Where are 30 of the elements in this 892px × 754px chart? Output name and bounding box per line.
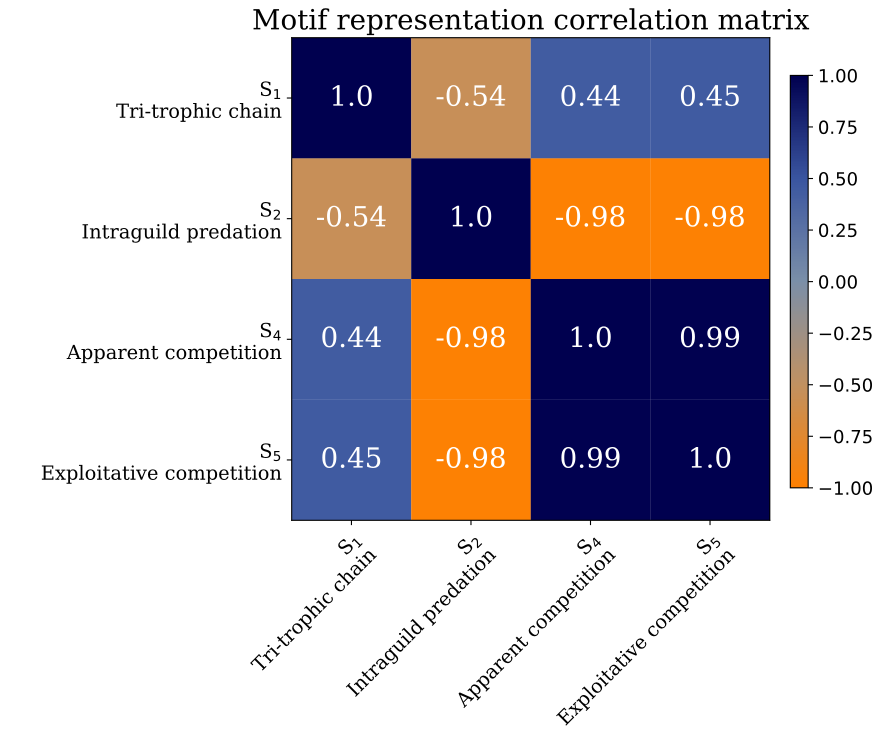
data-label: -0.98 — [676, 206, 744, 227]
y-tick-label: S$_{5}$ Exploitative competition — [42, 443, 282, 484]
data-label: 0.99 — [680, 326, 740, 348]
data-label: 0.45 — [322, 446, 380, 468]
data-label: -0.98 — [436, 446, 505, 468]
data-label: -0.98 — [556, 206, 624, 227]
y-tick-label: S$_{2}$ Intraguild predation — [82, 202, 282, 243]
data-label: 1.0 — [332, 85, 372, 106]
color-bar-label: 0.25 — [819, 224, 856, 238]
y-tick-label: S$_{1}$ Tri-trophic chain — [116, 81, 282, 122]
data-label: 0.44 — [561, 85, 620, 106]
data-label: 0.99 — [561, 446, 620, 468]
color-bar-label: −0.50 — [820, 378, 872, 392]
color-bar-label: 1.00 — [820, 68, 857, 83]
data-label: 1.0 — [572, 326, 611, 348]
data-label: 1.0 — [452, 206, 492, 227]
data-label: -0.54 — [317, 206, 386, 227]
color-bar-label: −0.25 — [820, 326, 872, 340]
data-label: -0.98 — [436, 326, 505, 348]
chart-title: Motif representation correlation matrix — [253, 8, 810, 36]
data-label: -0.54 — [436, 85, 506, 106]
data-label: 0.44 — [322, 326, 381, 348]
color-bar-label: 0.75 — [819, 120, 856, 134]
color-bar-label: 0.50 — [819, 172, 857, 186]
data-label: 0.45 — [680, 85, 739, 106]
color-bar-label: −1.00 — [820, 481, 872, 495]
color-bar-label: −0.75 — [820, 430, 872, 444]
color-bar-label: 0.00 — [819, 275, 857, 289]
data-label: 1.0 — [691, 446, 730, 468]
y-tick-label: S$_{4}$ Apparent competition — [66, 322, 282, 364]
